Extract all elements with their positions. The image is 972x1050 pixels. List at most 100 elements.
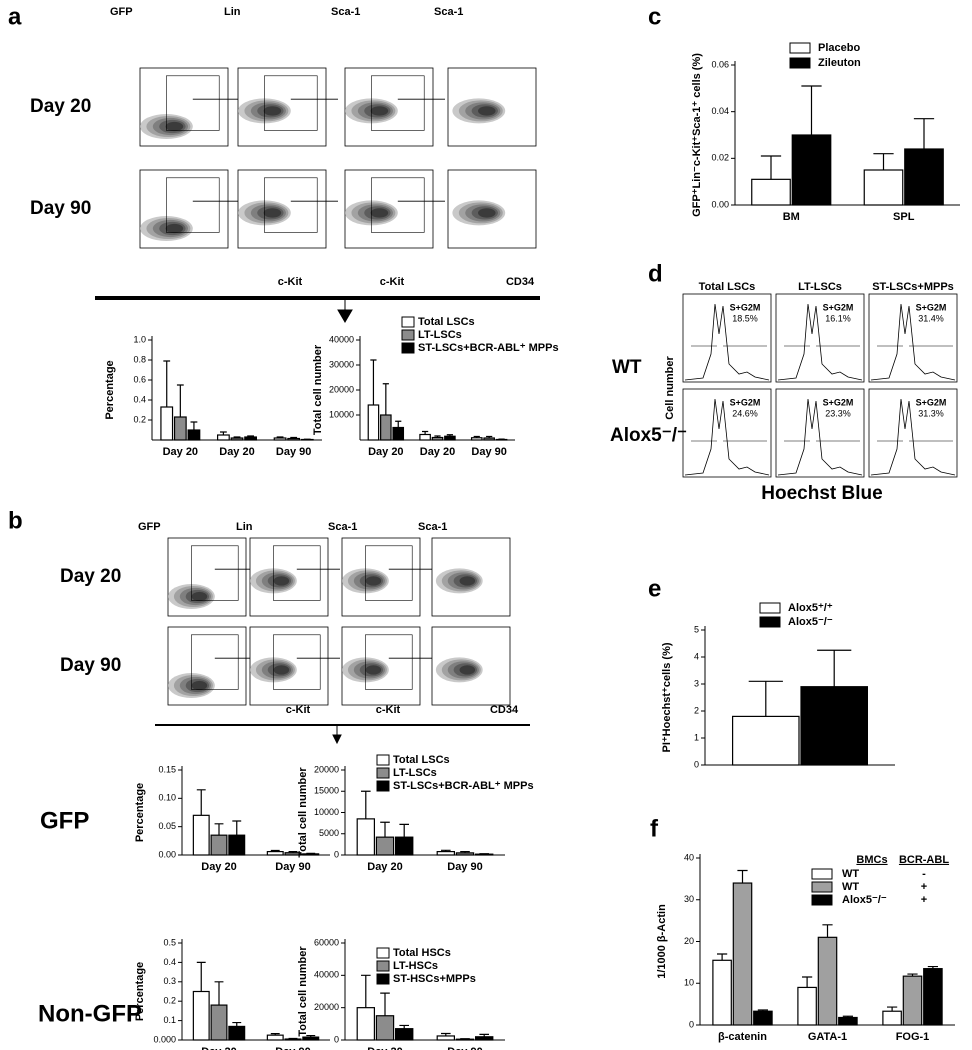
histogram	[870, 303, 956, 381]
column-title: Total LSCs	[699, 281, 756, 293]
bar	[444, 435, 456, 441]
y-tick-label: 20000	[314, 1002, 339, 1012]
bar	[187, 429, 201, 441]
y-tick-label: 1	[694, 732, 699, 742]
row-label: Day 20	[30, 96, 91, 117]
error-bar	[190, 421, 198, 430]
error-bar	[479, 1033, 489, 1037]
y-tick-label: 4	[694, 651, 699, 661]
arrow	[337, 298, 353, 323]
y-tick-label: 3	[694, 678, 699, 688]
error-bar	[270, 1033, 280, 1036]
error-bar	[232, 820, 242, 836]
bar	[470, 437, 483, 441]
row-label: Day 90	[30, 198, 91, 219]
error-bar	[306, 852, 316, 854]
x-tick-label: Day 90	[276, 446, 311, 458]
legend-label: WT	[842, 881, 859, 893]
legend-label: Alox5⁻/⁻	[788, 616, 833, 628]
gate	[166, 75, 220, 131]
error-bar	[232, 1021, 242, 1027]
error-bar	[801, 85, 822, 135]
bar	[863, 169, 904, 206]
panel-label: d	[648, 260, 663, 287]
axis-label: c-Kit	[278, 276, 303, 288]
gate	[365, 545, 413, 601]
density	[365, 665, 382, 675]
y-tick-label: 0.02	[711, 153, 729, 163]
y-tick-label: 0	[689, 1019, 694, 1029]
legend-swatch	[376, 947, 390, 959]
gate-value: 16.1%	[825, 313, 851, 323]
bar	[882, 1010, 902, 1026]
error-bar	[270, 849, 280, 852]
density	[263, 106, 282, 116]
bar	[217, 434, 230, 441]
row-label: WT	[612, 357, 642, 378]
y-label: Percentage	[104, 360, 116, 419]
gate	[273, 545, 321, 601]
density	[165, 121, 184, 132]
gate-label: S+G2M	[823, 397, 854, 407]
bar	[817, 936, 838, 1026]
bar	[455, 852, 475, 856]
bar	[210, 1004, 228, 1041]
x-tick-label: GATA-1	[808, 1031, 847, 1043]
bar	[838, 1016, 858, 1026]
histogram-plot	[868, 293, 958, 383]
y-tick-label: 0.1	[163, 1015, 176, 1025]
y-tick-label: 0.6	[133, 374, 146, 384]
x-tick-label: Day 90	[447, 861, 482, 873]
legend-label: Total LSCs	[418, 316, 475, 328]
error-bar	[176, 384, 184, 417]
error-bar	[370, 359, 377, 405]
error-bar	[748, 680, 783, 717]
density	[459, 576, 476, 586]
bar	[273, 437, 287, 441]
x-tick-label: Day 90	[275, 1046, 310, 1050]
density	[365, 576, 382, 586]
density	[191, 591, 208, 602]
bar	[192, 814, 210, 856]
histogram	[777, 398, 863, 476]
error-bar	[290, 436, 298, 439]
error-bar	[399, 1024, 409, 1029]
y-tick-label: 0.3	[163, 976, 176, 986]
y-tick-label: 0.10	[158, 793, 176, 803]
error-bar	[460, 851, 470, 853]
gate	[273, 634, 321, 690]
error-bar	[288, 1037, 298, 1040]
error-bar	[422, 430, 429, 435]
axis-label: c-Kit	[376, 704, 401, 716]
bar	[436, 850, 456, 856]
legend-header: BCR-ABL	[899, 854, 949, 866]
histogram-plot	[868, 388, 958, 478]
gate	[371, 177, 425, 233]
y-label: Percentage	[134, 962, 146, 1021]
error-bar	[380, 821, 390, 838]
gate-value: 18.5%	[732, 313, 758, 323]
bar	[395, 836, 414, 856]
bar	[380, 414, 392, 441]
histogram-plot	[775, 388, 865, 478]
legend-label: +	[921, 881, 927, 893]
error-bar	[446, 434, 453, 437]
error-bar	[441, 1032, 451, 1036]
density	[370, 106, 389, 116]
gate-value: 31.3%	[918, 408, 944, 418]
gate-label: S+G2M	[730, 302, 761, 312]
panel-label: e	[648, 575, 661, 602]
y-tick-label: 20000	[329, 384, 354, 394]
gate-label: S+G2M	[730, 397, 761, 407]
y-label: GFP⁺Lin⁻c-Kit⁺Sca-1⁺ cells (%)	[691, 53, 703, 217]
y-tick-label: 20000	[314, 764, 339, 774]
error-bar	[276, 436, 284, 438]
axis-label: CD34	[506, 276, 535, 288]
axis-label: c-Kit	[380, 276, 405, 288]
legend-swatch	[759, 602, 781, 614]
error-bar	[288, 851, 298, 853]
y-tick-label: 10000	[329, 409, 354, 419]
bar	[356, 1007, 376, 1041]
legend-swatch	[376, 754, 390, 766]
legend-swatch	[789, 57, 811, 69]
